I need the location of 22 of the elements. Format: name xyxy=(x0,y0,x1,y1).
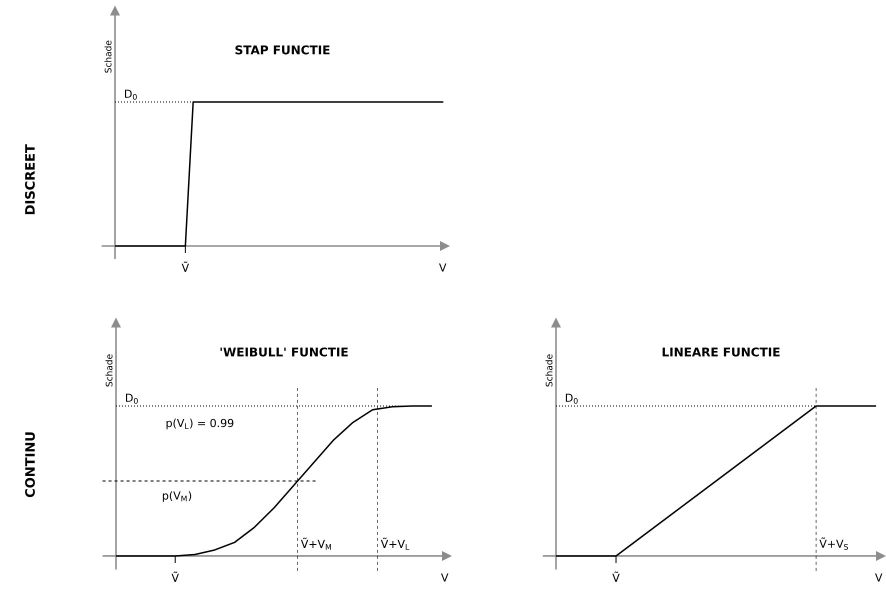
chart-title: LINEARE FUNCTIE xyxy=(662,347,780,357)
chart-title: 'WEIBULL' FUNCTIE xyxy=(220,347,348,357)
text: Ṽ xyxy=(612,572,620,582)
annotation: p(V$_{L}$) = 0.99 xyxy=(166,418,234,430)
x-axis-title: V xyxy=(875,574,882,582)
x-axis-title: V xyxy=(439,264,446,272)
text: CONTINU xyxy=(25,432,35,498)
y-axis-title: Schade xyxy=(106,354,112,386)
annotation: Ṽ+V$_{L}$ xyxy=(380,538,410,550)
x-axis-title: V xyxy=(441,574,448,582)
annotation: Ṽ+V$_{M}$ xyxy=(300,538,331,550)
annotation: Ṽ+V$_{S}$ xyxy=(819,537,848,550)
y-axis-title: Schade xyxy=(104,40,112,73)
text: Ṽ xyxy=(172,572,179,582)
ref-line-label: D$_{0}$ xyxy=(124,90,137,100)
text: Ṽ xyxy=(182,262,190,272)
ref-line-label: D$_{0}$ xyxy=(566,394,578,404)
ref-line-label: D$_{0}$ xyxy=(126,394,138,404)
y-axis-title: Schade xyxy=(546,354,552,386)
ref-line-label: p(V$_{M}$) xyxy=(162,491,192,502)
text: DISCREET xyxy=(25,144,35,214)
chart-title: STAP FUNCTIE xyxy=(235,45,330,54)
